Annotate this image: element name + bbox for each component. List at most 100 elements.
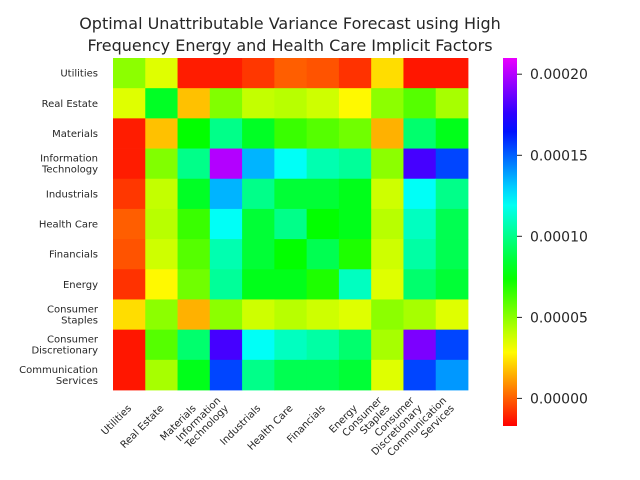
row-label-text: Health Care (39, 220, 98, 231)
heatmap-cell (209, 269, 243, 300)
heatmap-cell (306, 178, 340, 210)
heatmap-cell (113, 208, 146, 240)
colorbar-tick-label: 0.00015 (530, 148, 588, 164)
colorbar-tick: 0.00010 (517, 229, 588, 245)
heatmap-cell (113, 269, 146, 300)
row-label-text: Information (40, 154, 98, 165)
heatmap-cell (306, 118, 340, 149)
heatmap-cell (435, 178, 469, 210)
heatmap-cell (371, 299, 404, 331)
heatmap-cell (403, 299, 437, 331)
heatmap-cell (371, 178, 404, 210)
heatmap-cell (209, 208, 243, 240)
heatmap-cell (306, 88, 340, 119)
heatmap-cell (338, 88, 372, 119)
heatmap-cell (209, 118, 243, 149)
heatmap-cell (177, 118, 211, 149)
heatmap-cell (338, 299, 372, 331)
heatmap-cell (274, 208, 308, 240)
row-label-text: Consumer (47, 335, 99, 346)
heatmap-cells (113, 58, 469, 391)
heatmap-cell (145, 58, 178, 89)
heatmap-cell (371, 118, 404, 149)
heatmap-cell (435, 329, 469, 361)
row-label: Materials (52, 129, 98, 140)
heatmap-cell (371, 208, 404, 240)
heatmap-cell (274, 269, 308, 300)
row-label: Health Care (39, 220, 98, 231)
heatmap-cell (306, 148, 340, 180)
heatmap-cell (338, 58, 372, 89)
heatmap-cell (177, 88, 211, 119)
heatmap-cell (242, 329, 275, 361)
heatmap-cell (113, 58, 146, 89)
heatmap-cell (177, 299, 211, 331)
chart-title-line-1: Optimal Unattributable Variance Forecast… (79, 14, 501, 33)
heatmap-cell (403, 148, 437, 180)
heatmap-cell (306, 359, 340, 391)
heatmap-cell (177, 269, 211, 300)
heatmap-cell (274, 178, 308, 210)
heatmap-cell (177, 239, 211, 270)
heatmap-cell (403, 359, 437, 391)
heatmap-cell (177, 359, 211, 391)
heatmap-cell (274, 118, 308, 149)
heatmap-cell (274, 359, 308, 391)
heatmap-cell (274, 88, 308, 119)
heatmap-cell (274, 239, 308, 270)
heatmap-cell (338, 178, 372, 210)
row-label-text: Materials (52, 129, 98, 140)
row-label-text: Utilities (60, 69, 98, 80)
heatmap-cell (274, 299, 308, 331)
heatmap-cell (113, 118, 146, 149)
row-label-text: Real Estate (42, 99, 98, 110)
heatmap-cell (145, 299, 178, 331)
heatmap-cell (338, 118, 372, 149)
heatmap-cell (209, 178, 243, 210)
row-label-text: Consumer (47, 305, 99, 316)
heatmap-cell (274, 58, 308, 89)
heatmap-cell (435, 269, 469, 300)
colorbar-tick-label: 0.00005 (530, 310, 588, 326)
heatmap-cell (403, 239, 437, 270)
heatmap-cell (113, 148, 146, 180)
heatmap-cell (113, 359, 146, 391)
heatmap-cell (242, 178, 275, 210)
heatmap-cell (338, 208, 372, 240)
heatmap-cell (113, 239, 146, 270)
heatmap-cell (145, 269, 178, 300)
colorbar-gradient (503, 58, 517, 426)
heatmap-cell (371, 88, 404, 119)
heatmap-cell (209, 239, 243, 270)
heatmap-cell (145, 208, 178, 240)
heatmap-cell (371, 239, 404, 270)
heatmap-cell (403, 178, 437, 210)
heatmap-cell (435, 239, 469, 270)
heatmap-cell (209, 58, 243, 89)
colorbar-tick-label: 0.00000 (530, 391, 588, 407)
heatmap-cell (403, 329, 437, 361)
heatmap-cell (403, 118, 437, 149)
heatmap-cell (371, 58, 404, 89)
heatmap-cell (338, 239, 372, 270)
heatmap-cell (403, 88, 437, 119)
row-label: Real Estate (42, 99, 98, 110)
heatmap-cell (338, 269, 372, 300)
heatmap-cell (113, 178, 146, 210)
heatmap-cell (145, 148, 178, 180)
heatmap-cell (145, 359, 178, 391)
heatmap-cell (371, 269, 404, 300)
heatmap-cell (177, 58, 211, 89)
heatmap-cell (435, 359, 469, 391)
heatmap-cell (338, 329, 372, 361)
heatmap-cell (242, 269, 275, 300)
heatmap-cell (242, 58, 275, 89)
row-label: Industrials (46, 189, 98, 200)
heatmap-cell (242, 239, 275, 270)
heatmap-cell (435, 58, 469, 89)
colorbar-tick: 0.00015 (517, 148, 588, 164)
